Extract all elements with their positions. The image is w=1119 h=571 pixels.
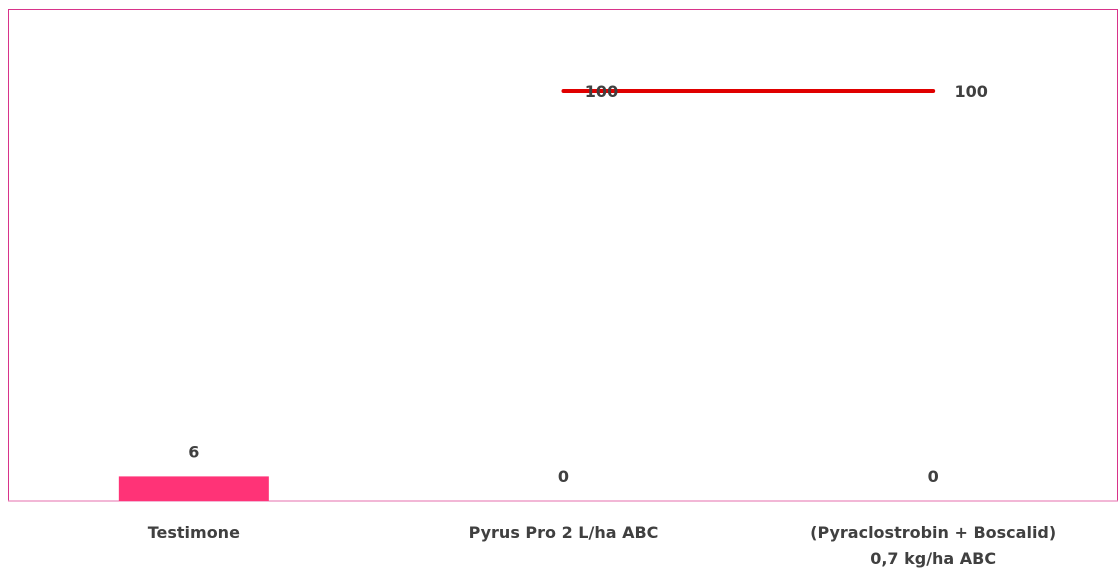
line-value-label-1: 100 xyxy=(585,82,618,101)
x-tick-label-1: Pyrus Pro 2 L/ha ABC xyxy=(469,523,659,542)
x-tick-label-2-line-0: (Pyraclostrobin + Boscalid) xyxy=(810,523,1056,542)
plot-area-border xyxy=(8,9,1118,501)
line-value-label-2: 100 xyxy=(954,82,987,101)
x-tick-label-0: Testimone xyxy=(148,523,240,542)
bar-0 xyxy=(118,476,269,501)
bar-value-label-1: 0 xyxy=(558,467,569,486)
bar-value-label-2: 0 xyxy=(928,467,939,486)
bar-value-label-0: 6 xyxy=(188,442,199,461)
x-tick-label-2-line-1: 0,7 kg/ha ABC xyxy=(870,549,996,568)
